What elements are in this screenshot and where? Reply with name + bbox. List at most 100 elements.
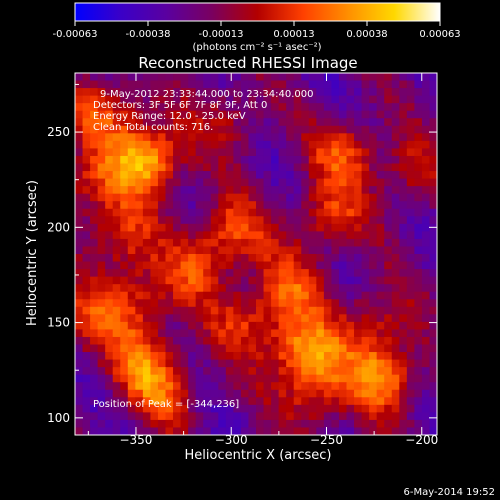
heatmap-cell <box>248 125 257 134</box>
heatmap-cell <box>316 367 325 376</box>
heatmap-cell <box>218 163 227 172</box>
heatmap-cell <box>293 201 302 210</box>
heatmap-cell <box>301 269 310 278</box>
heatmap-cell <box>90 186 99 195</box>
heatmap-cell <box>75 359 83 368</box>
heatmap-cell <box>308 155 317 164</box>
heatmap-cell <box>142 321 151 330</box>
heatmap-cell <box>263 231 272 240</box>
heatmap-cell <box>135 367 144 376</box>
heatmap-cell <box>90 359 99 368</box>
heatmap-cell <box>225 427 234 436</box>
heatmap-cell <box>399 238 408 247</box>
heatmap-cell <box>90 412 99 421</box>
heatmap-cell <box>429 359 438 368</box>
heatmap-cell <box>82 389 91 398</box>
heatmap-cell <box>263 412 272 421</box>
heatmap-cell <box>331 344 340 353</box>
heatmap-cell <box>105 125 114 134</box>
heatmap-cell <box>90 397 99 406</box>
heatmap-cell <box>421 155 430 164</box>
heatmap-cell <box>97 133 106 142</box>
heatmap-cell <box>97 336 106 345</box>
heatmap-cell <box>203 374 212 383</box>
heatmap-cell <box>180 88 189 97</box>
colorbar-frame <box>74 2 441 22</box>
heatmap-cell <box>127 95 136 104</box>
heatmap-cell <box>429 254 438 262</box>
heatmap-cell <box>354 284 362 293</box>
heatmap-cell <box>112 254 121 262</box>
heatmap-cell <box>157 163 166 172</box>
heatmap-cell <box>248 382 257 391</box>
heatmap-cell <box>248 163 257 172</box>
heatmap-cell <box>414 397 423 406</box>
heatmap-cell <box>225 201 234 210</box>
heatmap-cell <box>248 419 257 428</box>
heatmap-cell <box>233 155 242 164</box>
heatmap-cell <box>354 359 362 368</box>
heatmap-cell <box>323 201 332 210</box>
heatmap-cell <box>225 397 234 406</box>
heatmap-cell <box>338 419 347 428</box>
heatmap-cell <box>361 374 370 383</box>
heatmap-cell <box>271 261 280 270</box>
heatmap-cell <box>384 397 393 406</box>
heatmap-cell <box>256 193 264 202</box>
heatmap-cell <box>233 193 242 202</box>
heatmap-cell <box>97 155 106 164</box>
heatmap-cell <box>429 344 438 353</box>
heatmap-cell <box>188 88 197 97</box>
heatmap-cell <box>346 291 355 300</box>
y-tick-label: 150 <box>47 316 70 330</box>
heatmap-cell <box>203 419 212 428</box>
heatmap-cell <box>263 110 272 119</box>
heatmap-cell <box>293 178 302 187</box>
heatmap-cell <box>361 73 370 81</box>
heatmap-cell <box>195 389 204 398</box>
heatmap-cell <box>173 133 181 142</box>
heatmap-cell <box>338 382 347 391</box>
heatmap-cell <box>301 314 310 323</box>
heatmap-cell <box>414 186 423 195</box>
heatmap-cell <box>75 118 83 127</box>
heatmap-cell <box>384 171 393 179</box>
heatmap-cell <box>120 155 129 164</box>
heatmap-cell <box>97 299 106 308</box>
heatmap-cell <box>112 284 121 293</box>
heatmap-cell <box>421 412 430 421</box>
heatmap-cell <box>376 155 385 164</box>
heatmap-cell <box>354 88 362 97</box>
heatmap-cell <box>323 238 332 247</box>
heatmap-cell <box>157 110 166 119</box>
heatmap-cell <box>120 193 129 202</box>
heatmap-cell <box>414 125 423 134</box>
heatmap-cell <box>225 306 234 315</box>
heatmap-cell <box>256 374 264 383</box>
heatmap-cell <box>421 284 430 293</box>
heatmap-cell <box>150 359 159 368</box>
heatmap-cell <box>127 419 136 428</box>
heatmap-cell <box>293 118 302 127</box>
heatmap-cell <box>112 306 121 315</box>
heatmap-cell <box>90 103 99 112</box>
heatmap-cell <box>278 404 287 413</box>
heatmap-cell <box>316 193 325 202</box>
heatmap-cell <box>248 231 257 240</box>
heatmap-cell <box>135 223 144 232</box>
heatmap-cell <box>354 299 362 308</box>
heatmap-cell <box>384 80 393 89</box>
heatmap-cell <box>323 155 332 164</box>
heatmap-cell <box>293 427 302 436</box>
heatmap-cell <box>150 329 159 338</box>
heatmap-cell <box>188 344 197 353</box>
heatmap-cell <box>240 284 249 293</box>
heatmap-cell <box>218 419 227 428</box>
heatmap-cell <box>286 88 295 97</box>
heatmap-cell <box>406 276 415 285</box>
heatmap-cell <box>210 306 219 315</box>
heatmap-cell <box>316 261 325 270</box>
heatmap-cell <box>256 140 264 149</box>
heatmap-cell <box>414 133 423 142</box>
heatmap-cell <box>240 329 249 338</box>
